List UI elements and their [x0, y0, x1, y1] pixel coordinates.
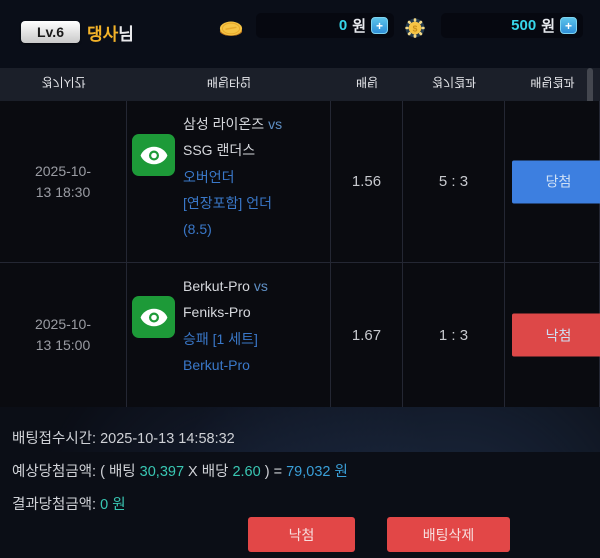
svg-text:$: $ — [413, 23, 418, 33]
